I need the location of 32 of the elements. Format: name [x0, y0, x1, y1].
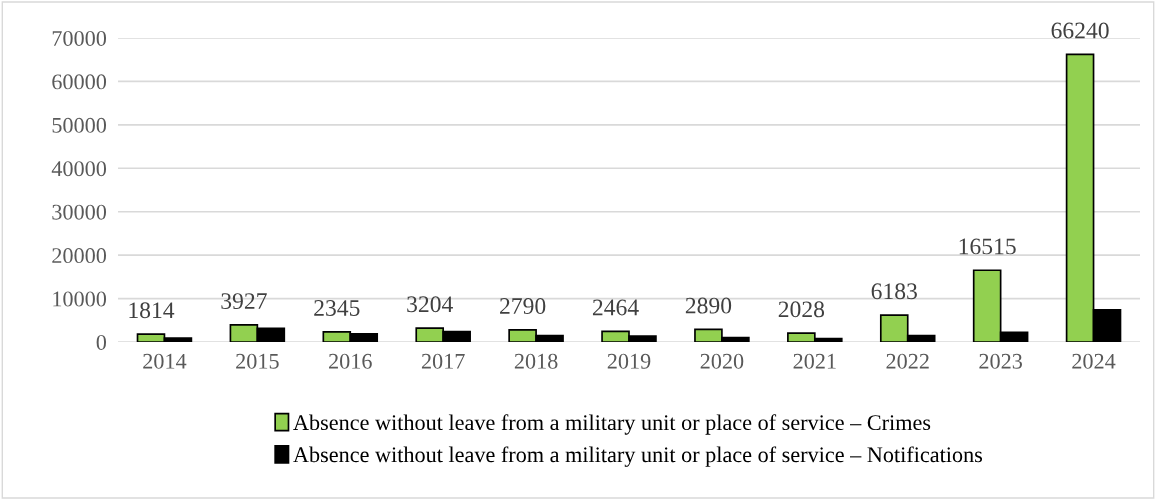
y-tick-label: 40000 — [51, 161, 107, 177]
x-tick-label: 2019 — [607, 353, 651, 369]
x-tick-label: 2024 — [1072, 353, 1116, 369]
data-label: 2790 — [500, 298, 546, 314]
legend-label: Absence without leave from a military unit or place of service – Crimes — [293, 414, 931, 435]
data-label: 66240 — [1051, 22, 1109, 39]
data-label: 2028 — [778, 301, 825, 318]
y-tick-label: 0 — [96, 334, 107, 350]
data-label: 2890 — [685, 297, 732, 314]
data-label: 3927 — [221, 293, 267, 310]
y-tick-label: 20000 — [52, 248, 107, 264]
data-label: 3204 — [407, 296, 453, 313]
x-tick-label: 2021 — [793, 353, 836, 369]
y-tick-label: 30000 — [52, 204, 107, 220]
y-tick-label: 60000 — [52, 74, 107, 90]
data-label: 1814 — [129, 302, 175, 319]
y-tick-label: 10000 — [53, 291, 107, 307]
x-tick-label: 2017 — [421, 353, 465, 369]
x-tick-label: 2023 — [979, 353, 1022, 369]
data-label: 2464 — [592, 299, 639, 316]
data-label: 2345 — [314, 300, 360, 316]
y-tick-label: 70000 — [52, 30, 107, 46]
data-label: 6183 — [871, 283, 917, 300]
x-tick-label: 2016 — [329, 353, 372, 369]
x-tick-label: 2015 — [236, 353, 279, 369]
x-tick-label: 2020 — [700, 353, 744, 369]
x-tick-label: 2018 — [514, 353, 558, 369]
legend-label: Absence without leave from a military unit or place of service – Notifications — [293, 446, 983, 467]
x-tick-label: 2022 — [886, 353, 929, 369]
x-tick-label: 2014 — [143, 353, 187, 369]
y-tick-label: 50000 — [52, 117, 107, 133]
data-label: 16515 — [959, 238, 1016, 255]
